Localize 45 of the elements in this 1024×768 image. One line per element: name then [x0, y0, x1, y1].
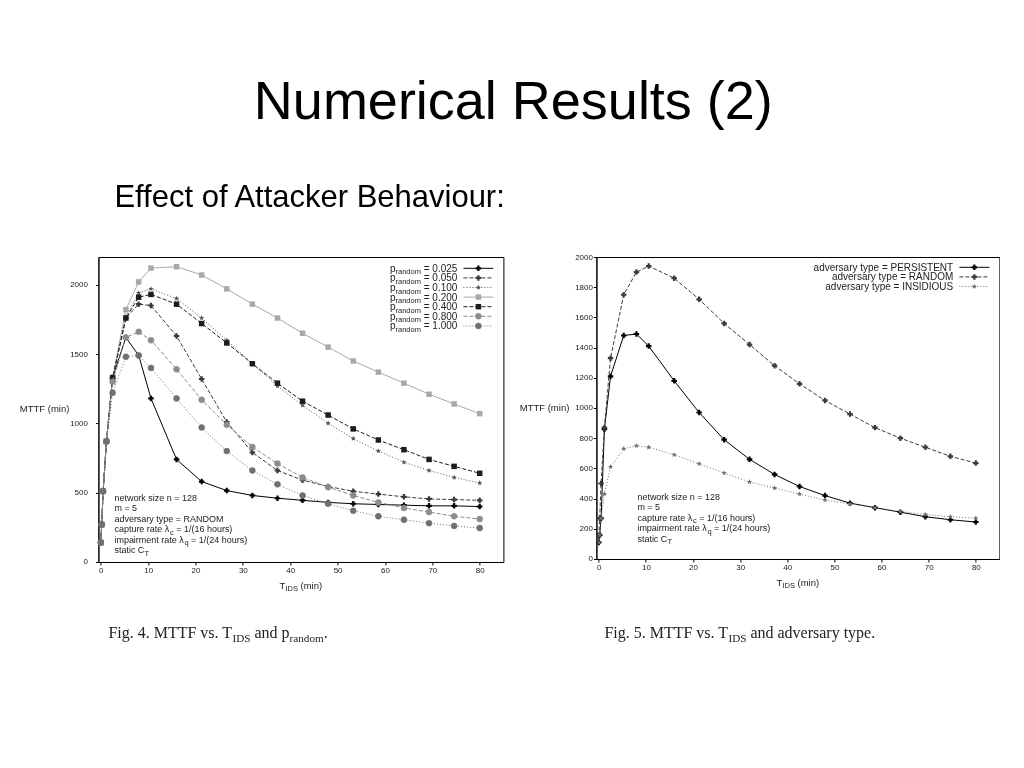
x-tick-label: 60 [381, 566, 391, 576]
y-tick-label: 500 [74, 488, 89, 498]
legend-label: adversary type = RANDOM [831, 271, 954, 283]
annotation: network size n = 128 [114, 493, 198, 503]
y-tick-label: 200 [579, 524, 594, 534]
x-tick-label: 80 [971, 563, 982, 573]
x-tick-label: 50 [333, 566, 344, 576]
x-tick-label: 80 [475, 566, 486, 576]
y-tick-label: 2000 [70, 280, 89, 290]
legend-label: adversary type = INSIDIOUS [825, 281, 954, 292]
y-tick-label: 2000 [575, 252, 594, 262]
y-axis-title: MTTF (min) [19, 403, 70, 415]
x-tick-label: 0 [99, 566, 105, 576]
x-tick-label: 60 [877, 563, 888, 573]
y-tick-label: 1000 [575, 403, 594, 413]
y-axis-title: MTTF (min) [519, 402, 570, 414]
legend-label: adversary type = PERSISTENT [813, 261, 954, 273]
y-tick-label: 1800 [575, 282, 594, 292]
x-tick-label: 40 [783, 563, 793, 573]
x-tick-label: 10 [144, 566, 154, 576]
y-tick-label: 1200 [575, 373, 594, 383]
x-tick-label: 0 [597, 563, 603, 573]
text: Numerical Results (2) [253, 70, 773, 130]
x-tick-label: 20 [689, 563, 699, 573]
annotation: m = 5 [114, 503, 138, 514]
y-tick-label: 1400 [575, 343, 594, 353]
annotation: adversary type = RANDOM [114, 514, 224, 524]
y-tick-label: 800 [579, 433, 594, 443]
x-tick-label: 30 [736, 563, 746, 573]
x-tick-label: 10 [641, 563, 652, 573]
y-tick-label: 600 [579, 463, 594, 473]
x-tick-label: 20 [191, 566, 201, 576]
y-tick-label: 1000 [70, 418, 89, 428]
y-tick-label: 400 [579, 494, 594, 504]
x-tick-label: 70 [428, 566, 438, 576]
annotation: m = 5 [637, 502, 661, 513]
x-tick-label: 40 [286, 566, 296, 576]
annotation: network size n = 128 [637, 492, 721, 502]
text: Effect of Attacker Behaviour: [114, 179, 505, 214]
y-tick-label: 1500 [70, 349, 89, 359]
y-tick-label: 0 [588, 554, 594, 564]
y-tick-label: 1600 [575, 312, 594, 322]
x-tick-label: 30 [238, 566, 249, 576]
x-tick-label: 70 [924, 563, 935, 573]
x-tick-label: 50 [830, 563, 840, 573]
